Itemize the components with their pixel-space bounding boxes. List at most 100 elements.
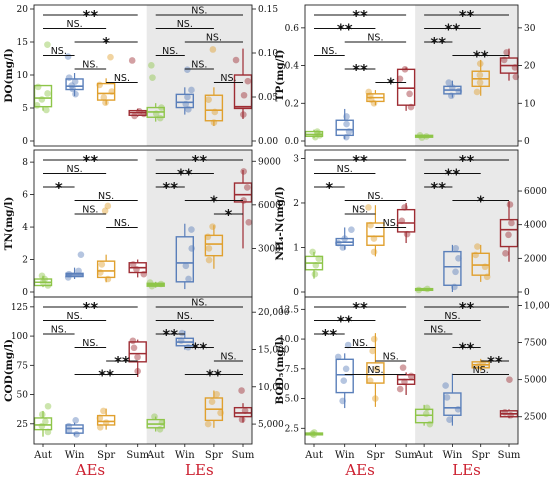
significance-brackets: ****** NS.NS.NS.**NS.NS.****NS.: [314, 299, 509, 376]
box-les-spr: [471, 59, 490, 96]
box-les-sum: [499, 201, 519, 262]
y-axis-title: TP(mg/l): [274, 50, 286, 102]
data-point: [455, 255, 462, 262]
right-tick-label: 0.05: [258, 93, 278, 103]
sig-label: NS.: [206, 33, 222, 44]
box-aes-win: [64, 251, 85, 281]
sig-label: NS.: [98, 191, 114, 202]
y-axis-title: COD(mg/l): [3, 339, 15, 402]
box-iqr: [204, 94, 224, 122]
panel-cod: 25 50 75 100 125 5,000 10,000 15,000 20,000 COD(m…: [3, 296, 290, 479]
sig-label: NS.: [66, 311, 82, 322]
group-label-les: LEs: [185, 461, 214, 479]
box-iqr: [443, 250, 462, 286]
sig-label: NS.: [114, 73, 130, 84]
sig-label: NS.: [191, 298, 207, 309]
right-tick-label: 0: [524, 288, 530, 298]
data-point: [182, 262, 190, 270]
box-iqr: [128, 341, 147, 363]
data-point: [443, 394, 451, 401]
y-axis-title: TN(mg/l): [3, 197, 15, 251]
data-point: [366, 377, 374, 385]
data-point: [38, 96, 46, 103]
box-iqr: [335, 119, 354, 137]
box-aes-aut: [304, 429, 324, 439]
sig-label: **: [322, 326, 338, 344]
sig-label: **: [192, 152, 208, 170]
panel-bod: 2.5 5.0 7.5 10.0 12.5 2500 5000 7500 10,000 BOD₅(…: [274, 296, 550, 479]
data-point: [370, 335, 378, 343]
left-tick-label: 2: [293, 199, 299, 209]
box-aes-sum: [128, 57, 148, 120]
sig-label: NS.: [444, 311, 460, 322]
sig-label: **: [430, 34, 446, 52]
data-point: [243, 184, 251, 191]
left-tick-label: 100: [11, 332, 28, 342]
sig-label: NS.: [473, 365, 489, 376]
data-point: [407, 372, 415, 380]
x-tick-label: Spr: [366, 450, 384, 461]
data-point: [130, 344, 138, 352]
data-point: [232, 56, 240, 64]
data-point: [72, 90, 79, 98]
data-point: [188, 86, 195, 94]
box-aes-sum: [128, 259, 148, 278]
data-point: [238, 387, 245, 394]
sig-label: **: [206, 367, 222, 385]
sig-label: **: [352, 299, 368, 317]
left-tick-label: 125: [11, 303, 28, 313]
x-tick-label: Sum: [126, 450, 149, 461]
data-point: [38, 411, 46, 418]
data-point: [38, 272, 46, 280]
panel-frame: [33, 4, 253, 147]
x-tick-label: Spr: [97, 450, 115, 461]
box-iqr: [175, 236, 195, 283]
sig-label: **: [459, 7, 475, 25]
left-tick-label: 0: [22, 288, 28, 298]
data-point: [406, 90, 413, 98]
data-point: [184, 66, 191, 74]
box-iqr: [335, 358, 354, 394]
les-shade: [415, 5, 518, 146]
data-point: [396, 75, 404, 83]
box-iqr: [33, 417, 53, 431]
data-point: [77, 251, 85, 258]
left-tick-label: 0.0: [285, 137, 300, 147]
box-aes-sum: [396, 66, 416, 111]
data-point: [44, 41, 51, 48]
left-tick-label: 12.5: [279, 305, 299, 315]
data-point: [476, 71, 484, 79]
data-point: [209, 223, 216, 230]
sig-label: **: [459, 299, 475, 317]
sig-label: NS.: [430, 325, 446, 336]
sig-label: NS.: [66, 19, 82, 30]
data-point: [134, 353, 141, 361]
left-tick-label: 8: [22, 158, 28, 168]
data-point: [373, 365, 380, 373]
box-iqr: [471, 252, 490, 276]
left-tick-label: 0: [293, 288, 299, 298]
data-point: [107, 53, 114, 61]
sig-label: **: [83, 152, 99, 170]
data-point: [184, 93, 191, 101]
right-tick-label: 0: [524, 137, 530, 147]
data-point: [149, 74, 156, 81]
data-point: [452, 244, 460, 252]
data-point: [502, 249, 509, 257]
data-point: [209, 46, 217, 53]
left-tick-label: 0.2: [285, 99, 299, 109]
box-iqr: [443, 392, 462, 416]
data-point: [503, 49, 510, 56]
sig-label: NS.: [191, 6, 207, 17]
data-point: [245, 218, 253, 226]
right-tick-label: 4000: [524, 221, 547, 231]
box-les-aut: [146, 413, 166, 433]
data-point: [507, 411, 514, 419]
box-les-sum: [232, 48, 253, 119]
data-point: [205, 256, 213, 264]
right-tick-label: 15,000: [258, 345, 290, 355]
data-point: [104, 202, 112, 210]
data-point: [344, 341, 352, 349]
